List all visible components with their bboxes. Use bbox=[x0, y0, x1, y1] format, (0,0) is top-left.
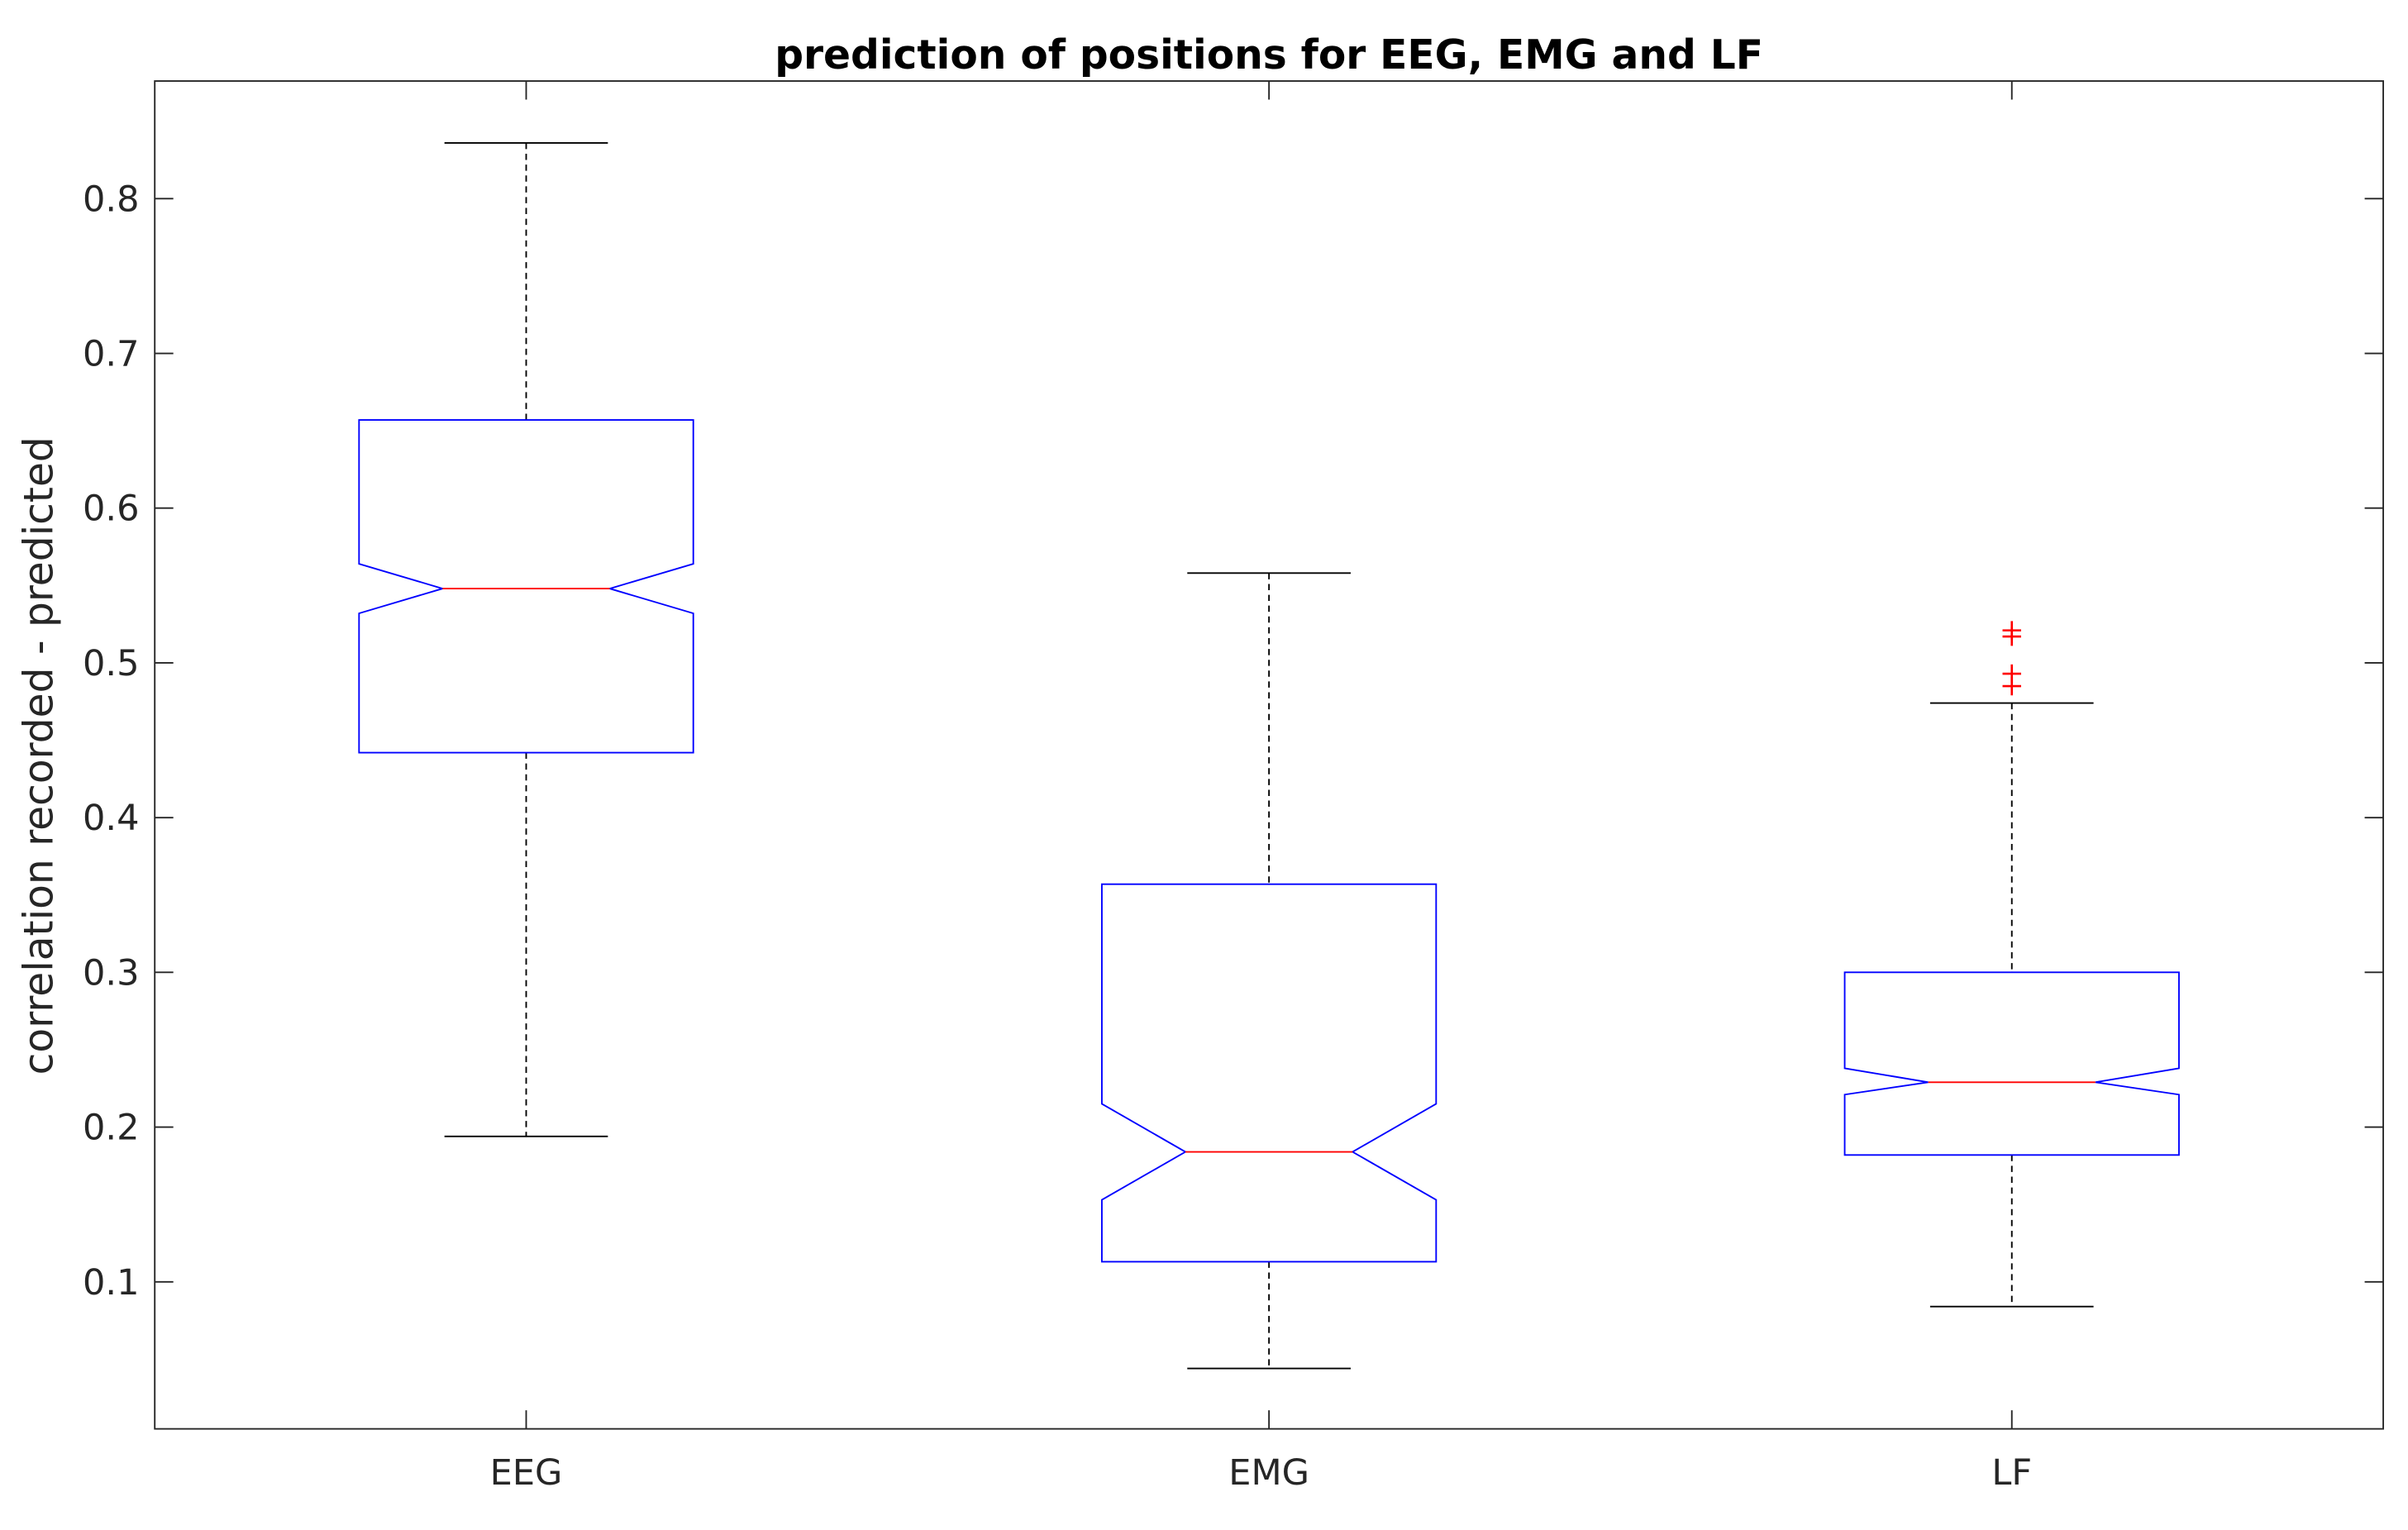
box-lf bbox=[1843, 621, 2180, 1308]
y-tick-label: 0.7 bbox=[83, 333, 139, 374]
box-emg bbox=[1101, 572, 1438, 1370]
x-tick-label: EEG bbox=[490, 1452, 563, 1494]
y-axis-label: correlation recorded - predicted bbox=[17, 436, 63, 1075]
y-tick-label: 0.3 bbox=[83, 952, 139, 994]
outlier-marker bbox=[2002, 676, 2021, 696]
y-tick-label: 0.6 bbox=[83, 489, 139, 530]
axis-ticks: 0.1 0.2 0.3 0.4 0.5 0.6 0.7 0.8 EEG EMG LF bbox=[83, 81, 2384, 1494]
notched-box bbox=[1843, 971, 2180, 1156]
y-tick-label: 0.1 bbox=[83, 1262, 139, 1304]
y-tick-label: 0.5 bbox=[83, 643, 139, 684]
notched-box bbox=[358, 419, 694, 754]
box-eeg bbox=[358, 141, 694, 1137]
outlier-marker bbox=[2002, 627, 2021, 646]
notched-box bbox=[1101, 883, 1438, 1263]
y-tick-label: 0.8 bbox=[83, 179, 139, 220]
boxes bbox=[358, 141, 2180, 1370]
x-tick-label: EMG bbox=[1228, 1452, 1309, 1494]
plot-area bbox=[154, 80, 2384, 1430]
chart-title: prediction of positions for EEG, EMG and… bbox=[775, 32, 1763, 79]
x-tick-label: LF bbox=[1991, 1452, 2032, 1494]
y-tick-label: 0.2 bbox=[83, 1108, 139, 1149]
y-tick-label: 0.4 bbox=[83, 798, 139, 839]
